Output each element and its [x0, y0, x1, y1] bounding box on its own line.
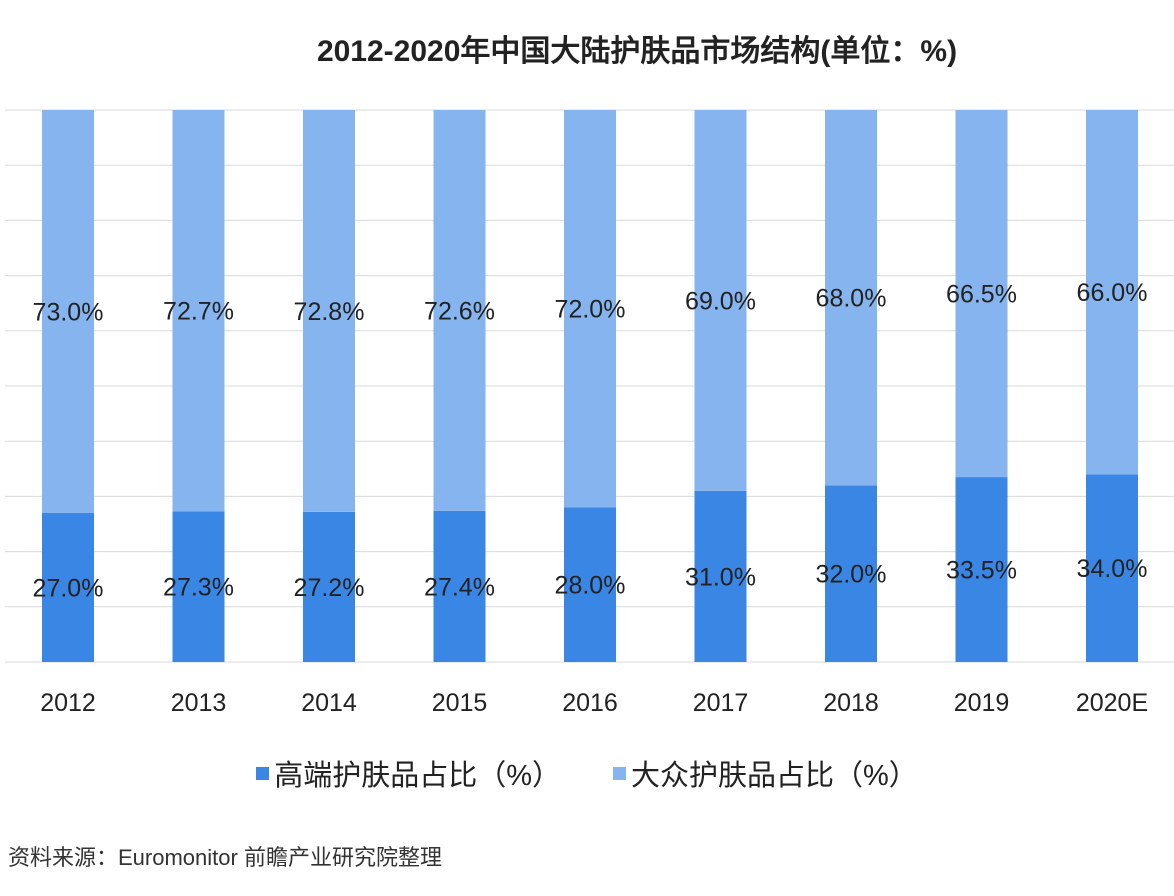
bar-mass	[303, 110, 355, 512]
data-label: 28.0%	[555, 572, 626, 600]
data-label: 73.0%	[33, 298, 104, 326]
data-label: 27.3%	[163, 574, 234, 602]
bar-mass	[1086, 110, 1138, 475]
data-label: 72.0%	[555, 296, 626, 324]
legend-swatch-premium	[256, 766, 270, 780]
data-label: 33.5%	[946, 557, 1017, 585]
legend-label-premium: 高端护肤品占比（%）	[274, 760, 561, 792]
bar-premium	[955, 477, 1008, 662]
data-label: 27.0%	[33, 574, 104, 602]
data-label: 66.5%	[946, 281, 1017, 309]
bar-premium	[825, 485, 877, 662]
data-label: 68.0%	[816, 285, 887, 313]
bar-mass	[42, 110, 94, 513]
legend-label-mass: 大众护肤品占比（%）	[631, 760, 918, 792]
data-label: 69.0%	[685, 287, 756, 315]
bar-mass	[433, 110, 486, 511]
bar-premium	[172, 511, 225, 662]
x-tick-label: 2014	[301, 689, 357, 717]
data-label: 72.8%	[294, 298, 365, 326]
data-label: 31.0%	[685, 563, 756, 591]
bar-mass	[955, 110, 1008, 478]
bar-mass	[172, 110, 225, 512]
data-label: 66.0%	[1077, 279, 1148, 307]
bar-premium	[1086, 474, 1138, 662]
x-tick-label: 2012	[40, 689, 96, 717]
bar-premium	[564, 507, 616, 662]
bar-premium	[42, 512, 94, 662]
x-tick-label: 2013	[171, 689, 227, 717]
bar-mass	[825, 110, 877, 486]
source-note: 资料来源：Euromonitor 前瞻产业研究院整理	[8, 845, 442, 870]
data-label: 72.7%	[163, 298, 234, 326]
x-tick-label: 2020E	[1076, 689, 1148, 717]
data-label: 27.4%	[424, 573, 495, 601]
x-tick-label: 2018	[823, 689, 879, 717]
data-label: 72.6%	[424, 297, 495, 325]
bar-mass	[694, 110, 747, 491]
x-tick-label: 2015	[432, 689, 488, 717]
bar-premium	[303, 511, 355, 662]
x-tick-label: 2016	[562, 689, 618, 717]
data-label: 32.0%	[816, 561, 887, 589]
data-label: 27.2%	[294, 574, 365, 602]
legend-item-mass: 大众护肤品占比（%）	[613, 752, 918, 794]
bar-premium	[694, 490, 747, 662]
legend-swatch-mass	[613, 766, 626, 780]
bar-premium	[433, 510, 486, 662]
data-label: 34.0%	[1077, 555, 1148, 583]
x-tick-label: 2019	[954, 689, 1010, 717]
x-tick-label: 2017	[693, 689, 749, 717]
legend: 高端护肤品占比（%） 大众护肤品占比（%）	[0, 752, 1174, 794]
legend-item-premium: 高端护肤品占比（%）	[256, 752, 561, 794]
bar-mass	[564, 110, 616, 508]
chart-title: 2012-2020年中国大陆护肤品市场结构(单位：%)	[316, 35, 958, 68]
